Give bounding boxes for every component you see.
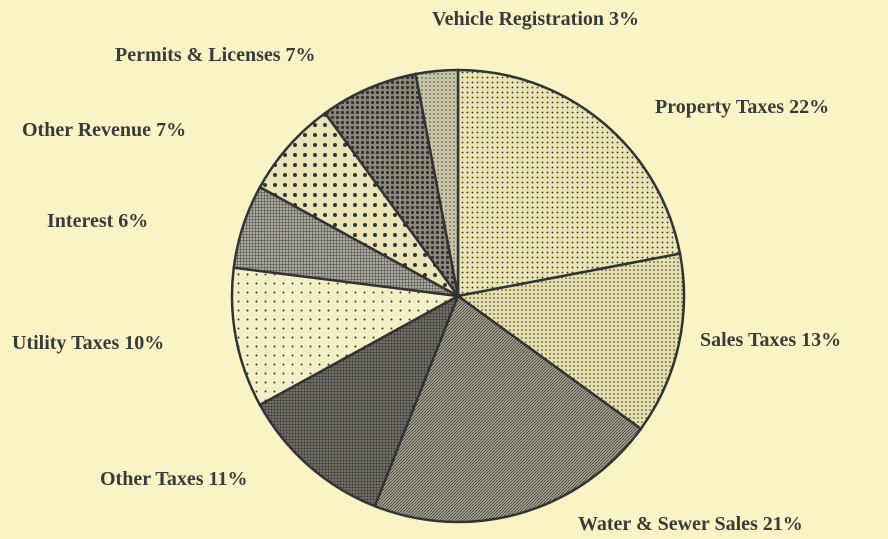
slice-label: Property Taxes 22%: [655, 96, 829, 118]
pie-slice: [258, 293, 461, 508]
value-label: 22%: [789, 96, 829, 118]
value-label: 6%: [118, 210, 148, 232]
value-label: 11%: [209, 468, 248, 490]
category-name: Other Revenue: [22, 119, 151, 141]
slice-label: Vehicle Registration 3%: [432, 8, 639, 30]
category-name: Vehicle Registration: [432, 8, 604, 30]
value-label: 7%: [156, 119, 186, 141]
category-name: Sales Taxes: [700, 329, 796, 351]
slice-label: Interest 6%: [47, 210, 148, 232]
pie-slice: [454, 252, 686, 431]
value-label: 3%: [609, 8, 639, 30]
value-label: 10%: [124, 332, 164, 354]
value-label: 7%: [286, 44, 316, 66]
slice-label: Other Revenue 7%: [22, 119, 186, 141]
category-name: Utility Taxes: [12, 332, 119, 354]
pie-slice: [414, 68, 460, 297]
value-label: 21%: [763, 513, 803, 535]
slice-label: Water & Sewer Sales 21%: [578, 513, 803, 535]
category-name: Interest: [47, 210, 114, 232]
pie-slice: [373, 294, 643, 524]
category-name: Permits & Licenses: [115, 44, 281, 66]
slice-label: Utility Taxes 10%: [12, 332, 164, 354]
pie-slice: [230, 266, 462, 407]
category-name: Property Taxes: [655, 96, 784, 118]
value-label: 13%: [801, 329, 841, 351]
category-name: Other Taxes: [100, 468, 204, 490]
slice-label: Permits & Licenses 7%: [115, 44, 316, 66]
slice-label: Sales Taxes 13%: [700, 329, 841, 351]
category-name: Water & Sewer Sales: [578, 513, 758, 535]
slice-label: Other Taxes 11%: [100, 468, 247, 490]
pie-slice: [456, 68, 682, 298]
